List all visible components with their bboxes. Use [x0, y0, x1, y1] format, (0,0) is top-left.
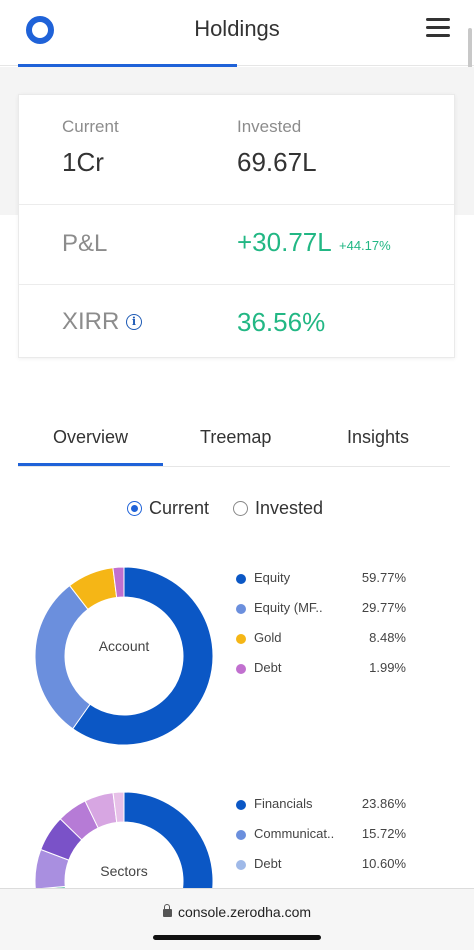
legend-name: Equity (MF.. [254, 600, 323, 615]
legend-swatch [236, 800, 246, 810]
legend-percent: 10.60% [361, 856, 406, 871]
summary-row-xirr: XIRR i 36.56% [19, 285, 454, 359]
legend-item: Communicat.. 15.72% [236, 826, 406, 846]
legend-name: Debt [254, 660, 282, 675]
legend-item: Debt 1.99% [236, 660, 406, 680]
legend-name: Equity [254, 570, 291, 585]
legend-percent: 15.72% [361, 826, 406, 841]
legend-item: Equity (MF.. 29.77% [236, 600, 406, 620]
donut-slice[interactable] [123, 791, 214, 888]
holdings-summary-card: Current 1Cr Invested 69.67L P&L +30.77L … [18, 94, 455, 358]
current-label: Current [62, 117, 119, 136]
legend-name: Financials [254, 796, 313, 811]
url-display[interactable]: console.zerodha.com [0, 904, 474, 920]
zerodha-logo-icon[interactable] [26, 16, 54, 44]
legend-name: Debt [254, 856, 282, 871]
summary-row-values: Current 1Cr Invested 69.67L [19, 95, 454, 205]
top-header: Holdings [0, 0, 474, 67]
legend-item: Gold 8.48% [236, 630, 406, 650]
tab-treemap[interactable]: Treemap [200, 427, 272, 447]
url-text: console.zerodha.com [177, 904, 312, 920]
donut-slice[interactable] [112, 566, 125, 599]
tab-active-indicator [18, 463, 163, 466]
value-type-toggle: Current Invested [0, 498, 474, 524]
current-value: 1Cr [62, 147, 104, 177]
info-icon[interactable]: i [126, 314, 142, 330]
tab-overview[interactable]: Overview [53, 427, 129, 447]
sectors-donut-svg [34, 791, 214, 888]
header-active-indicator [18, 64, 237, 67]
legend-percent: 1.99% [369, 660, 406, 675]
legend-name: Communicat.. [254, 826, 335, 841]
legend-item: Equity 59.77% [236, 570, 406, 590]
legend-percent: 29.77% [361, 600, 406, 615]
holdings-tabs: Overview Treemap Insights [18, 415, 450, 467]
legend-name: Gold [254, 630, 282, 645]
summary-row-pl: P&L +30.77L +44.17% [19, 205, 454, 285]
account-donut-label: Account [98, 638, 150, 654]
donut-slice[interactable] [112, 791, 125, 824]
pl-percent: +44.17% [339, 238, 391, 253]
account-donut-svg [34, 566, 214, 746]
lock-icon [162, 904, 172, 917]
hamburger-menu-icon[interactable] [426, 18, 450, 38]
donut-slice[interactable] [72, 566, 214, 746]
legend-swatch [236, 604, 246, 614]
legend-item: Debt 10.60% [236, 856, 406, 876]
radio-current-label: Current [149, 498, 210, 518]
invested-label: Invested [237, 117, 302, 136]
legend-swatch [236, 860, 246, 870]
account-legend: Equity 59.77% Equity (MF.. 29.77% Gold 8… [236, 570, 406, 680]
legend-percent: 8.48% [369, 630, 406, 645]
sectors-legend: Financials 23.86% Communicat.. 15.72% De… [236, 796, 406, 876]
legend-swatch [236, 634, 246, 644]
xirr-label: XIRR [62, 308, 120, 335]
invested-value: 69.67L [237, 147, 317, 177]
legend-swatch [236, 664, 246, 674]
pl-value: +30.77L [237, 227, 332, 257]
legend-swatch [236, 574, 246, 584]
radio-invested[interactable]: Invested [233, 498, 323, 519]
account-donut-chart: Account [34, 566, 214, 746]
tab-insights[interactable]: Insights [347, 427, 410, 447]
radio-selected-icon [127, 501, 142, 516]
legend-percent: 23.86% [361, 796, 406, 811]
xirr-value: 36.56% [237, 307, 326, 337]
browser-address-bar[interactable]: console.zerodha.com [0, 888, 474, 950]
sectors-donut-label: Sectors [100, 863, 148, 879]
legend-swatch [236, 830, 246, 840]
legend-item: Financials 23.86% [236, 796, 406, 816]
sectors-donut-chart: Sectors [34, 791, 214, 888]
home-indicator[interactable] [153, 935, 321, 940]
radio-invested-label: Invested [255, 498, 324, 518]
radio-unselected-icon [233, 501, 248, 516]
pl-label: P&L [62, 230, 108, 257]
legend-percent: 59.77% [361, 570, 406, 585]
donut-slice[interactable] [34, 584, 91, 730]
page-title: Holdings [194, 16, 280, 41]
radio-current[interactable]: Current [127, 498, 209, 519]
